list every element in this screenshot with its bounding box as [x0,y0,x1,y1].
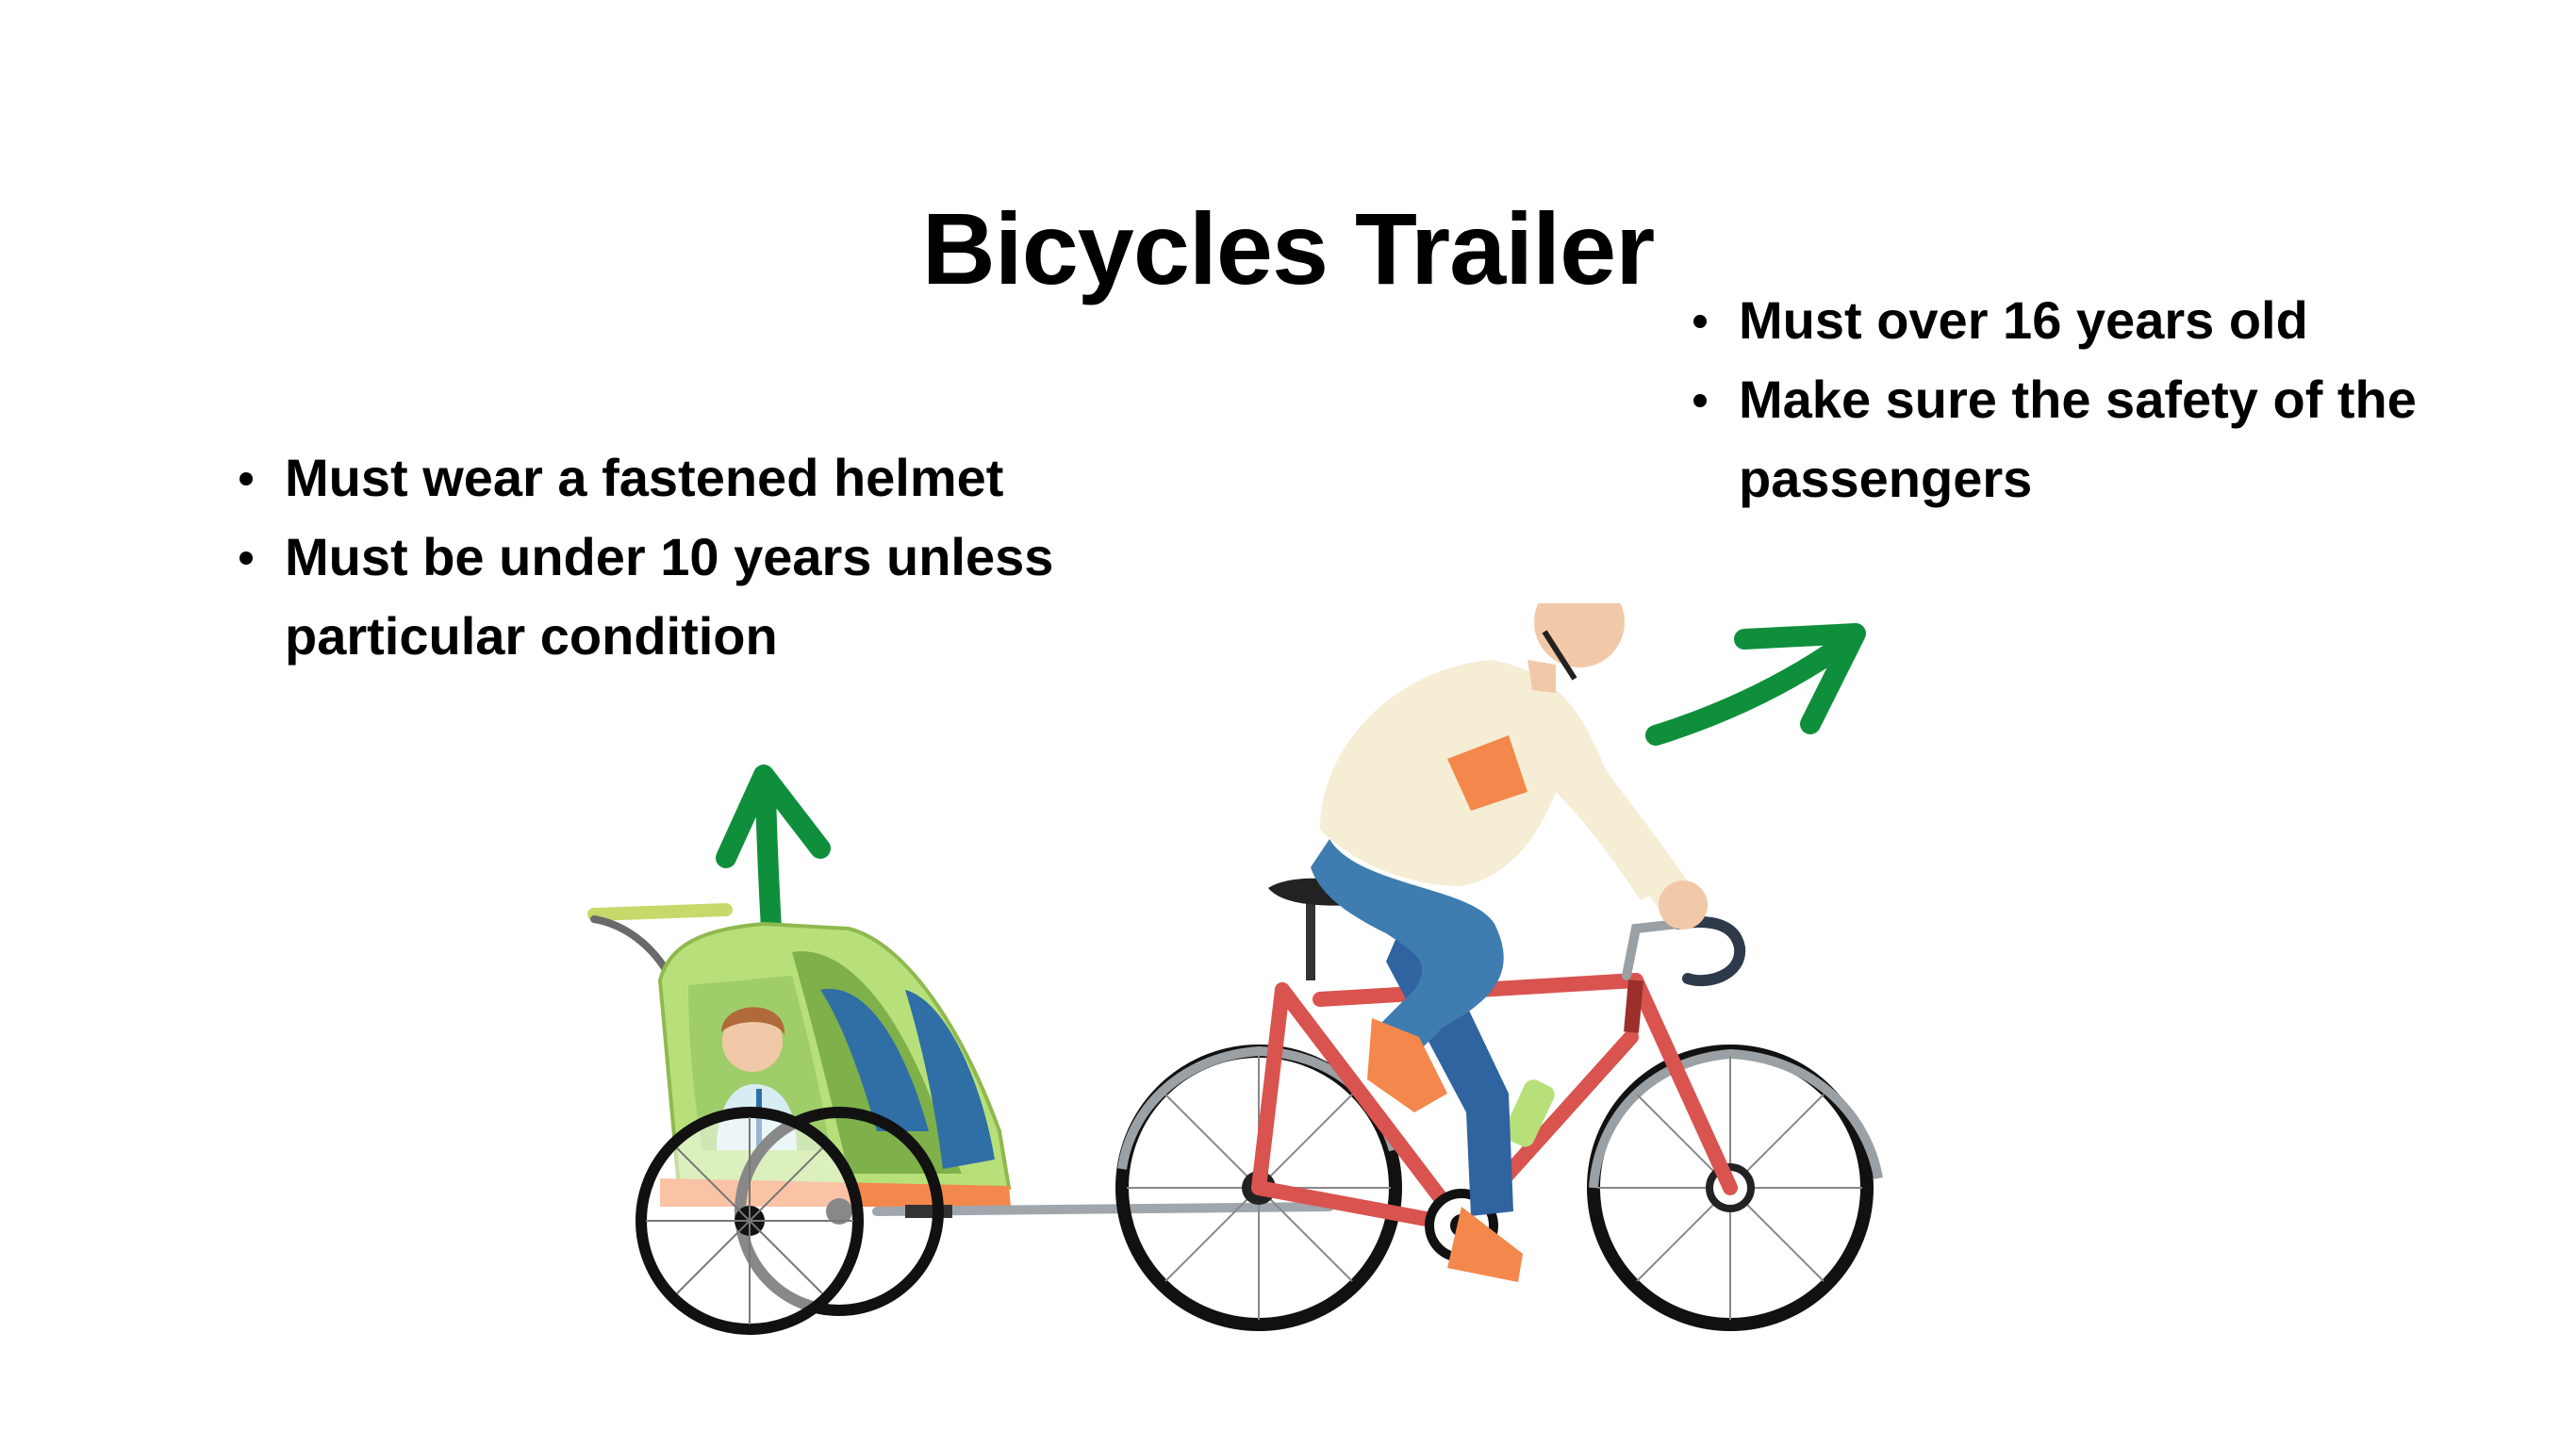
rider-rules-list: Must over 16 years old Make sure the saf… [1690,281,2538,518]
cyclist-illustration [1311,603,1708,1282]
rider-rule-item: Make sure the safety of the passengers [1690,360,2538,518]
child-rule-item: Must be under 10 years unless particular… [236,518,1160,676]
child-trailer-illustration [587,903,1334,1335]
child-rule-item: Must wear a fastened helmet [236,438,1160,518]
rider-rule-item: Must over 16 years old [1690,281,2538,360]
trailer-wheel-front [636,1107,864,1335]
arrow-up-right-icon [1645,623,1866,746]
slide-title: Bicycles Trailer [921,191,1656,306]
cyclist-with-trailer-illustration [587,603,1883,1335]
child-rules-list: Must wear a fastened helmet Must be unde… [236,438,1160,676]
